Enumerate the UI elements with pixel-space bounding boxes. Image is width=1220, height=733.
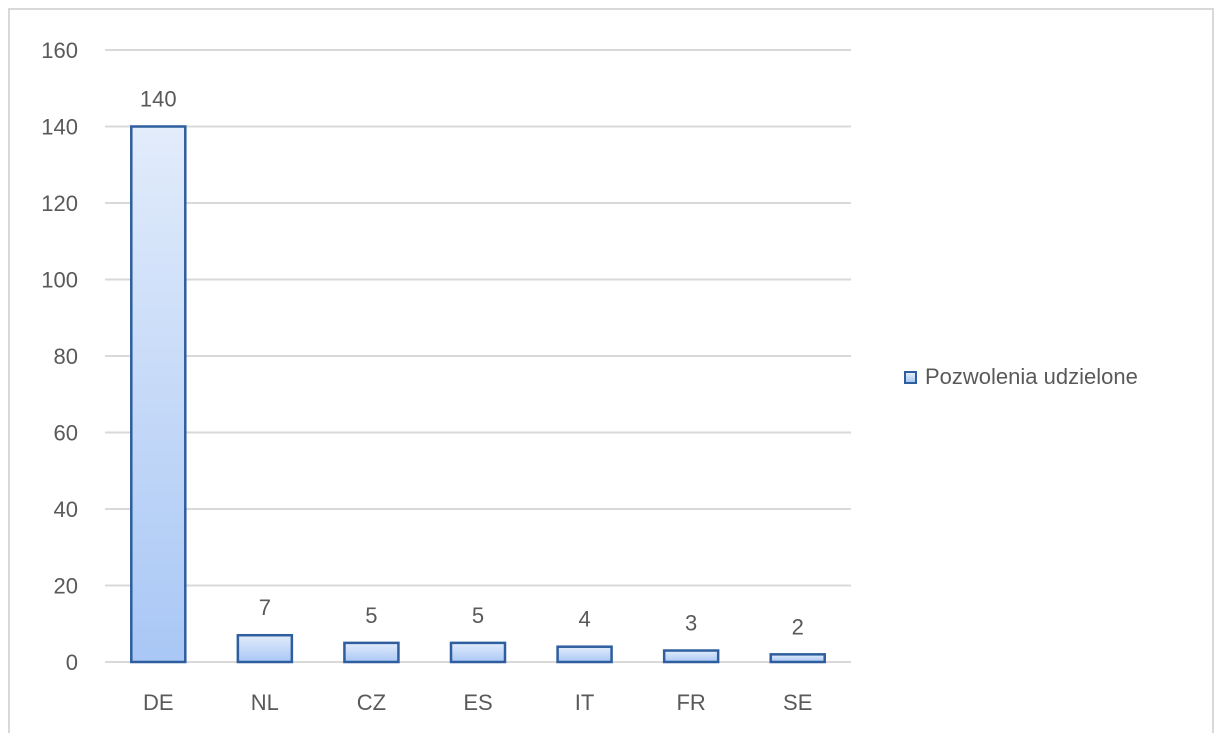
y-tick-label: 100	[41, 268, 78, 293]
data-label-it: 4	[578, 607, 590, 632]
data-labels: 140 7 5 5 4 3 2	[140, 87, 804, 640]
bar-cz	[343, 641, 400, 664]
x-tick-label-se: SE	[783, 690, 812, 715]
bars	[130, 125, 826, 664]
x-tick-label-de: DE	[143, 690, 174, 715]
data-label-es: 5	[472, 603, 484, 628]
y-tick-label: 0	[66, 650, 78, 675]
x-tick-label-cz: CZ	[357, 690, 386, 715]
bar-fr	[662, 649, 720, 664]
x-tick-label-nl: NL	[251, 690, 279, 715]
bar-se	[769, 653, 826, 664]
x-axis-tick-labels: DE NL CZ ES IT FR SE	[143, 690, 812, 715]
gridlines	[105, 49, 851, 663]
data-label-nl: 7	[259, 595, 271, 620]
bar-es	[449, 641, 507, 664]
legend: Pozwolenia udzielone	[904, 364, 1138, 390]
y-tick-label: 160	[41, 38, 78, 63]
data-label-cz: 5	[365, 603, 377, 628]
x-tick-label-it: IT	[575, 690, 595, 715]
bar-it	[556, 645, 613, 664]
x-tick-label-es: ES	[463, 690, 492, 715]
bar-nl	[236, 633, 294, 664]
y-tick-label: 60	[54, 421, 78, 446]
legend-label: Pozwolenia udzielone	[925, 364, 1138, 389]
y-tick-label: 80	[54, 344, 78, 369]
bar-de	[130, 125, 187, 664]
y-tick-label: 140	[41, 115, 78, 140]
chart-frame	[8, 8, 1214, 733]
data-label-fr: 3	[685, 611, 697, 636]
x-tick-label-fr: FR	[676, 690, 705, 715]
data-label-se: 2	[792, 614, 804, 639]
y-tick-label: 120	[41, 191, 78, 216]
y-axis-tick-labels: 0 20 40 60 80 100 120 140 160	[41, 38, 78, 675]
data-label-de: 140	[140, 87, 177, 112]
y-tick-label: 20	[54, 574, 78, 599]
legend-swatch	[904, 370, 917, 384]
y-tick-label: 40	[54, 497, 78, 522]
